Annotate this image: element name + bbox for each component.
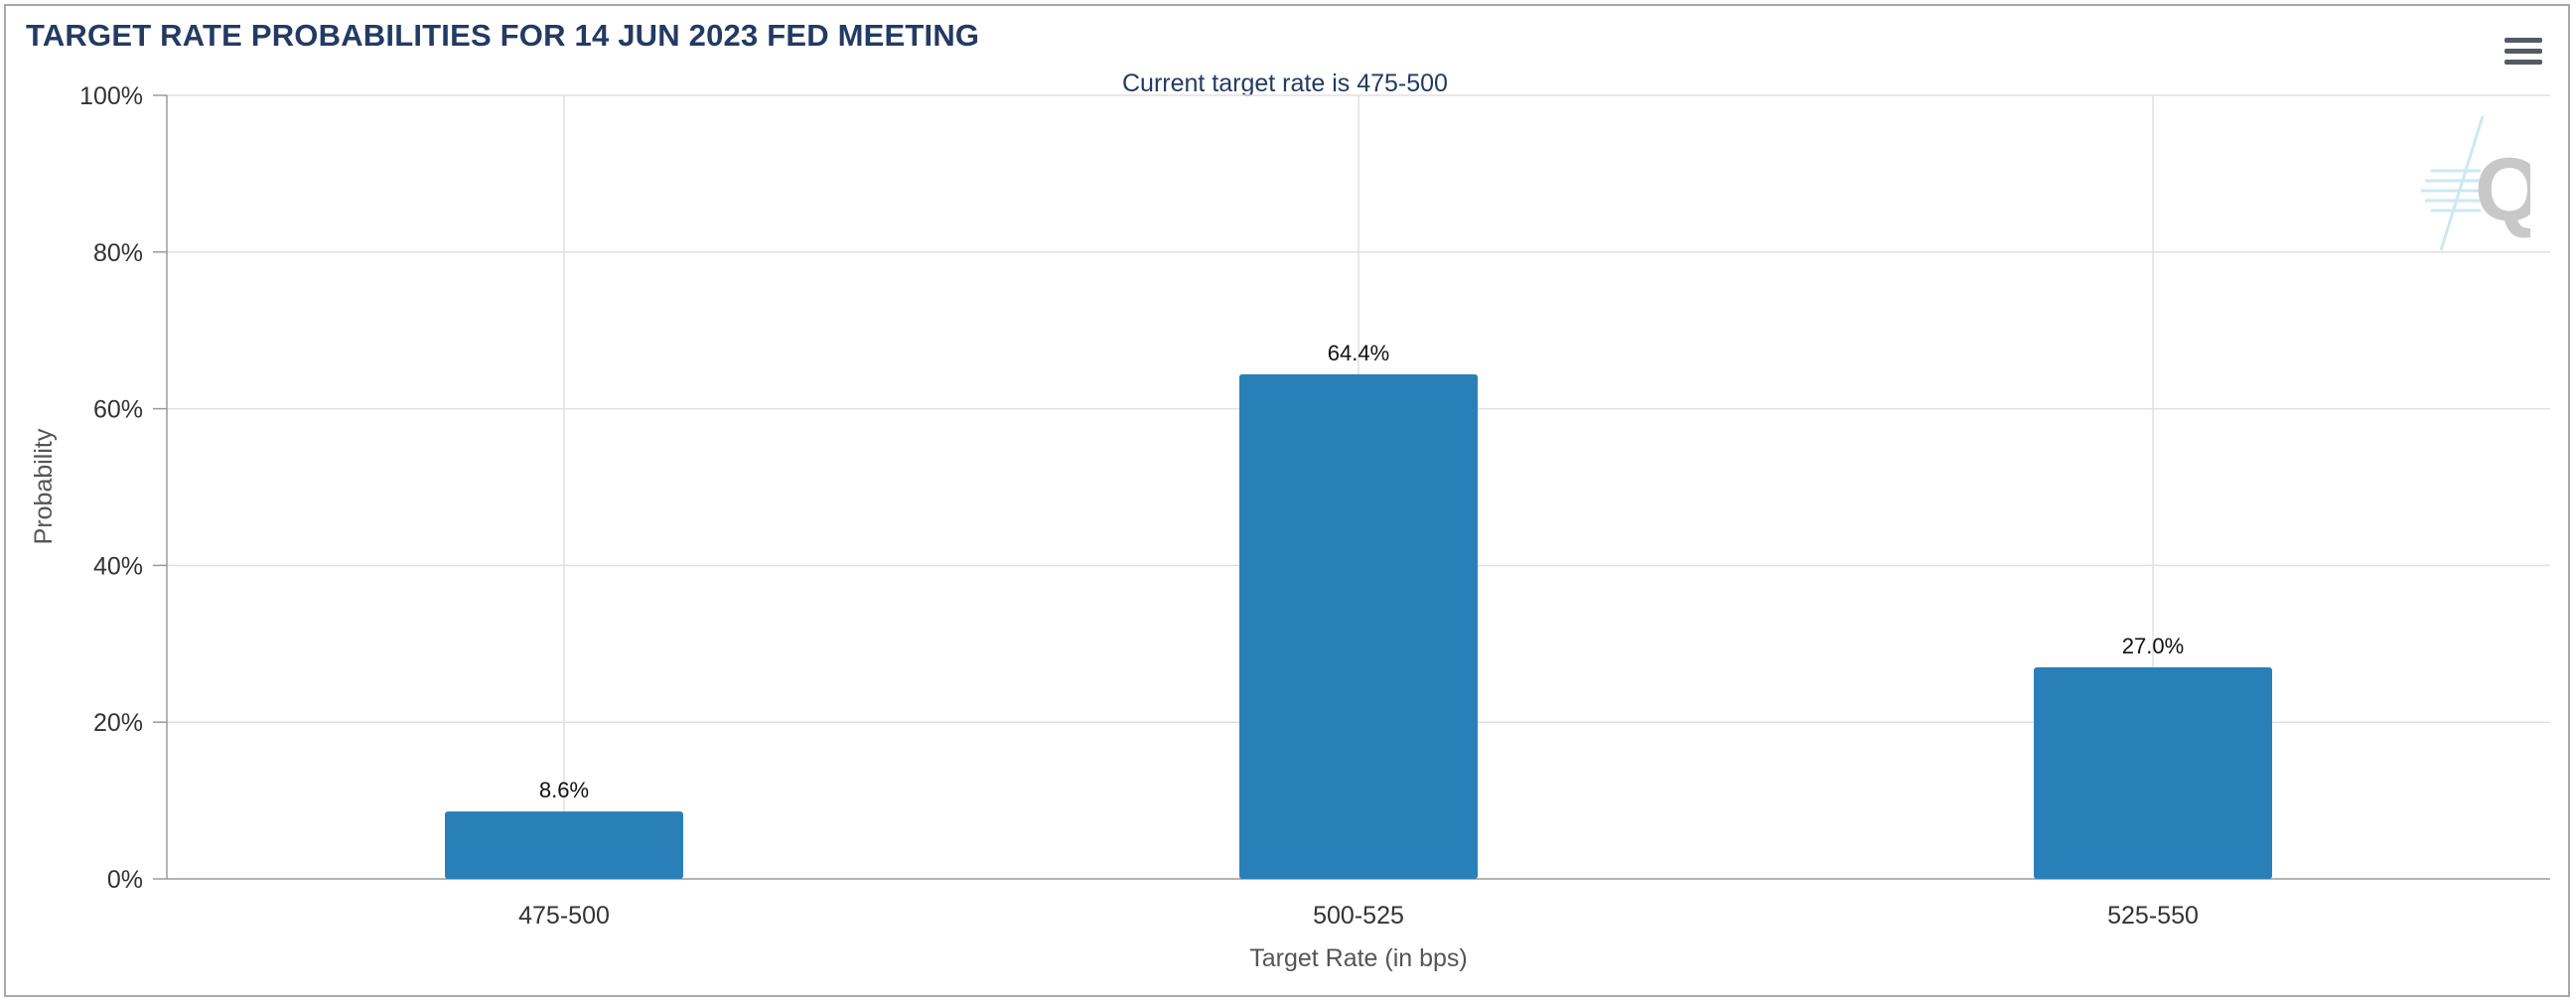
bar-525-550[interactable] (2034, 666, 2272, 879)
chart-title: TARGET RATE PROBABILITIES FOR 14 JUN 202… (26, 18, 980, 53)
y-tick-label: 60% (93, 396, 143, 424)
y-tick-label: 80% (93, 239, 143, 267)
chart-subtitle: Current target rate is 475-500 (1122, 70, 1448, 97)
y-tick-label: 0% (107, 866, 143, 894)
y-tick-label: 20% (93, 709, 143, 737)
data-label: 8.6% (539, 778, 589, 802)
hamburger-menu-icon[interactable] (2504, 38, 2542, 72)
data-label: 27.0% (2122, 634, 2184, 658)
x-tick-label: 475-500 (518, 902, 610, 930)
x-axis-title: Target Rate (in bps) (1249, 944, 1468, 972)
y-tick-label: 40% (93, 552, 143, 580)
y-axis-title: Probability (30, 428, 58, 544)
x-tick-label: 500-525 (1313, 902, 1404, 930)
bar-475-500[interactable] (445, 811, 683, 879)
bar-500-525[interactable] (1239, 373, 1478, 879)
svg-text:Q: Q (2475, 141, 2530, 240)
logo-q-icon: Q (2421, 115, 2530, 251)
x-tick-label: 525-550 (2107, 902, 2199, 930)
bars-layer (445, 373, 2272, 879)
data-label: 64.4% (1328, 341, 1389, 365)
labels-layer: 0% 20% 40% 60% 80% 100% 8.6% 475-500 64.4% 500-52… (79, 82, 2199, 930)
y-tick-label: 100% (79, 82, 143, 110)
